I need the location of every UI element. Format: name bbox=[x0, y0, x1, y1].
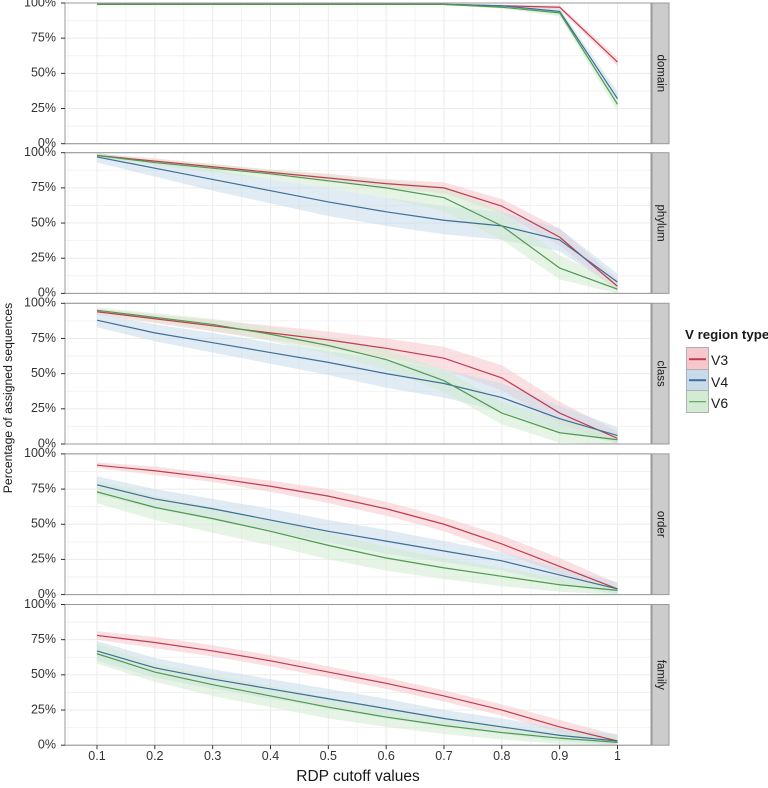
svg-text:0.6: 0.6 bbox=[377, 749, 394, 763]
svg-text:50%: 50% bbox=[31, 517, 56, 531]
svg-text:domain: domain bbox=[654, 54, 666, 92]
svg-text:0.3: 0.3 bbox=[204, 749, 221, 763]
svg-text:100%: 100% bbox=[24, 446, 56, 460]
svg-text:order: order bbox=[654, 511, 666, 538]
svg-text:0.4: 0.4 bbox=[262, 749, 279, 763]
svg-text:75%: 75% bbox=[31, 30, 56, 44]
svg-text:25%: 25% bbox=[31, 251, 56, 265]
svg-text:0.8: 0.8 bbox=[493, 749, 510, 763]
svg-text:0.1: 0.1 bbox=[88, 749, 105, 763]
svg-text:0.5: 0.5 bbox=[320, 749, 337, 763]
svg-text:75%: 75% bbox=[31, 331, 56, 345]
svg-text:25%: 25% bbox=[31, 101, 56, 115]
svg-text:75%: 75% bbox=[31, 481, 56, 495]
svg-text:75%: 75% bbox=[31, 632, 56, 646]
svg-text:100%: 100% bbox=[24, 145, 56, 159]
svg-text:phylum: phylum bbox=[654, 205, 666, 242]
svg-text:25%: 25% bbox=[31, 401, 56, 415]
svg-text:50%: 50% bbox=[31, 66, 56, 80]
svg-text:0.2: 0.2 bbox=[146, 749, 163, 763]
svg-text:50%: 50% bbox=[31, 667, 56, 681]
svg-text:1: 1 bbox=[614, 749, 621, 763]
svg-text:0%: 0% bbox=[38, 737, 56, 751]
svg-text:100%: 100% bbox=[24, 0, 56, 9]
svg-text:class: class bbox=[654, 361, 666, 387]
svg-text:100%: 100% bbox=[24, 597, 56, 611]
svg-text:family: family bbox=[654, 660, 666, 690]
svg-text:50%: 50% bbox=[31, 366, 56, 380]
svg-text:25%: 25% bbox=[31, 552, 56, 566]
svg-text:100%: 100% bbox=[24, 296, 56, 310]
svg-text:25%: 25% bbox=[31, 702, 56, 716]
svg-text:75%: 75% bbox=[31, 180, 56, 194]
svg-text:0.9: 0.9 bbox=[551, 749, 568, 763]
svg-text:0.7: 0.7 bbox=[435, 749, 452, 763]
svg-text:50%: 50% bbox=[31, 215, 56, 229]
